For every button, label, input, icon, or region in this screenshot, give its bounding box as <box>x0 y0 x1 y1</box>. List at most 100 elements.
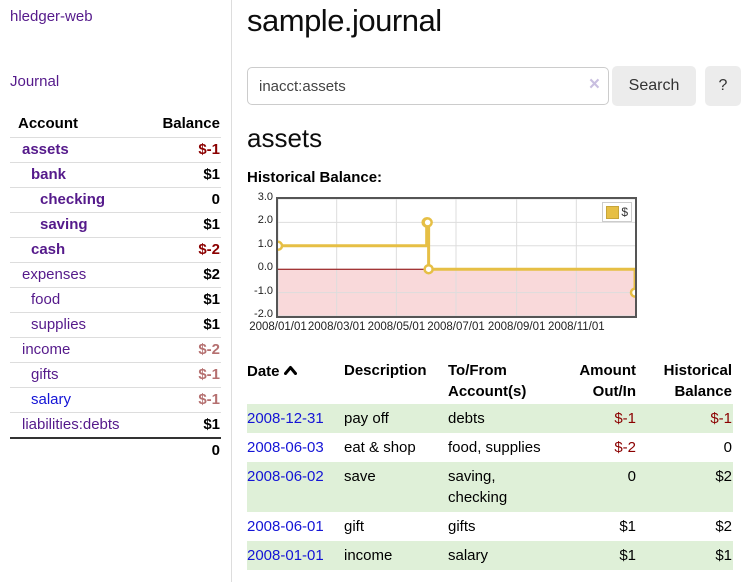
account-link-checking[interactable]: checking <box>40 191 106 208</box>
y-axis-tick-label: 1.0 <box>257 237 273 250</box>
transaction-balance: $1 <box>715 547 732 564</box>
transaction-description: eat & shop <box>344 439 416 456</box>
transaction-amount: $1 <box>619 547 636 564</box>
transaction-accounts: food, supplies <box>448 439 541 456</box>
search-button[interactable]: Search <box>612 66 696 106</box>
register-header-amount: Amount Out/In <box>579 362 636 400</box>
sidebar-item-journal[interactable]: Journal <box>10 73 60 90</box>
main-content: sample.journal × Search ? assets Histori… <box>232 0 742 582</box>
transaction-amount: $-1 <box>614 410 636 427</box>
account-balance: $1 <box>203 166 220 183</box>
x-axis-tick-label: 2008/03/01 <box>307 321 366 333</box>
chart-title: Historical Balance: <box>247 169 383 186</box>
register-header-description: Description <box>344 362 427 379</box>
y-axis-tick-label: 2.0 <box>257 214 273 227</box>
sidebar: hledger-web Journal Account Balance asse… <box>0 0 232 582</box>
legend-label: $ <box>621 205 628 219</box>
account-balance: $-1 <box>198 366 220 383</box>
accounts-header-balance: Balance <box>162 115 220 132</box>
transaction-accounts: gifts <box>448 518 476 535</box>
register-row: 2008-06-01 gift gifts $1 $2 <box>247 512 733 541</box>
account-row: expenses $2 <box>10 262 221 288</box>
legend-swatch <box>606 205 620 219</box>
transaction-accounts: salary <box>448 547 489 564</box>
transaction-date-link[interactable]: 2008-06-01 <box>247 518 324 535</box>
x-axis-tick-label: 2008/05/01 <box>367 321 426 333</box>
account-link-gifts[interactable]: gifts <box>31 366 59 383</box>
account-link-income[interactable]: income <box>22 341 71 358</box>
x-axis-tick-label: 2008/01/01 <box>249 321 307 333</box>
chart-plot-area: $ <box>276 197 637 318</box>
register-header-date[interactable]: Date <box>247 358 344 404</box>
account-link-bank[interactable]: bank <box>31 166 67 183</box>
register-header-balance: Historical Balance <box>663 362 732 400</box>
transaction-balance: $2 <box>715 468 732 485</box>
account-link-assets[interactable]: assets <box>22 141 69 158</box>
register-row: 2008-06-02 save saving, checking 0 $2 <box>247 462 733 512</box>
register-table: Date Description To/From Account(s) Amou… <box>247 358 733 570</box>
accounts-table: Account Balance assets $-1 bank $1 check… <box>10 111 221 463</box>
register-row: 2008-06-03 eat & shop food, supplies $-2… <box>247 433 733 462</box>
y-axis-tick-label: -1.0 <box>254 284 273 297</box>
account-row: checking 0 <box>10 187 221 213</box>
clear-search-icon[interactable]: × <box>588 74 600 95</box>
account-row: cash $-2 <box>10 237 221 263</box>
register-row: 2008-12-31 pay off debts $-1 $-1 <box>247 404 733 433</box>
account-row: gifts $-1 <box>10 362 221 388</box>
account-row: food $1 <box>10 287 221 313</box>
account-balance: $-2 <box>198 241 220 258</box>
account-row: saving $1 <box>10 212 221 238</box>
account-balance: $1 <box>203 291 220 308</box>
account-link-food[interactable]: food <box>31 291 61 308</box>
account-row: supplies $1 <box>10 312 221 338</box>
transaction-accounts: debts <box>448 410 485 427</box>
account-balance: $-1 <box>198 391 220 408</box>
transaction-date-link[interactable]: 2008-12-31 <box>247 410 324 427</box>
transaction-balance: 0 <box>723 439 732 456</box>
transaction-amount: $-2 <box>614 439 636 456</box>
search-input[interactable] <box>247 67 609 105</box>
account-link-liabilities-debts[interactable]: liabilities:debts <box>22 416 120 433</box>
y-axis-tick-label: -2.0 <box>254 308 273 320</box>
account-row: assets $-1 <box>10 137 221 163</box>
account-balance: $1 <box>203 316 220 333</box>
sort-ascending-icon <box>283 360 297 381</box>
transaction-balance: $2 <box>715 518 732 535</box>
x-axis-tick-label: 2008/09/01 <box>487 321 546 333</box>
transaction-description: pay off <box>344 410 389 427</box>
account-balance: $1 <box>203 416 220 433</box>
account-row: salary $-1 <box>10 387 221 413</box>
help-button[interactable]: ? <box>705 66 741 106</box>
transaction-date-link[interactable]: 2008-06-02 <box>247 468 324 485</box>
accounts-total-row: 0 <box>10 437 221 463</box>
transaction-description: save <box>344 468 376 485</box>
account-link-saving[interactable]: saving <box>40 216 88 233</box>
account-balance: $2 <box>203 266 220 283</box>
x-axis-tick-label: 2008/11/01 <box>547 321 605 333</box>
transaction-amount: 0 <box>627 468 636 485</box>
register-row: 2008-01-01 income salary $1 $1 <box>247 541 733 570</box>
search-bar: × Search ? <box>247 66 741 106</box>
account-link-salary[interactable]: salary <box>31 391 72 408</box>
account-link-expenses[interactable]: expenses <box>22 266 87 283</box>
account-link-supplies[interactable]: supplies <box>31 316 87 333</box>
historical-balance-chart: 3.0 2.0 1.0 0.0 -1.0 -2.0 $ 2008/01/01 2008/03… <box>247 191 741 338</box>
account-row: liabilities:debts $1 <box>10 412 221 438</box>
account-link-cash[interactable]: cash <box>31 241 66 258</box>
account-heading: assets <box>247 123 323 153</box>
transaction-description: income <box>344 547 393 564</box>
transaction-accounts: saving, checking <box>448 468 508 506</box>
chart-legend: $ <box>602 202 632 222</box>
register-header-tofrom: To/From Account(s) <box>448 362 527 400</box>
account-balance: $-1 <box>198 141 220 158</box>
account-row: income $-2 <box>10 337 221 363</box>
transaction-amount: $1 <box>619 518 636 535</box>
transaction-date-link[interactable]: 2008-01-01 <box>247 547 324 564</box>
account-balance: 0 <box>211 191 220 208</box>
y-axis-tick-label: 0.0 <box>257 261 273 274</box>
account-balance: $-2 <box>198 341 220 358</box>
chart-x-axis: 2008/01/01 2008/03/01 2008/05/01 2008/07/01… <box>249 321 639 337</box>
page-title: sample.journal <box>247 3 442 38</box>
transaction-date-link[interactable]: 2008-06-03 <box>247 439 324 456</box>
app-brand-link[interactable]: hledger-web <box>10 8 93 25</box>
